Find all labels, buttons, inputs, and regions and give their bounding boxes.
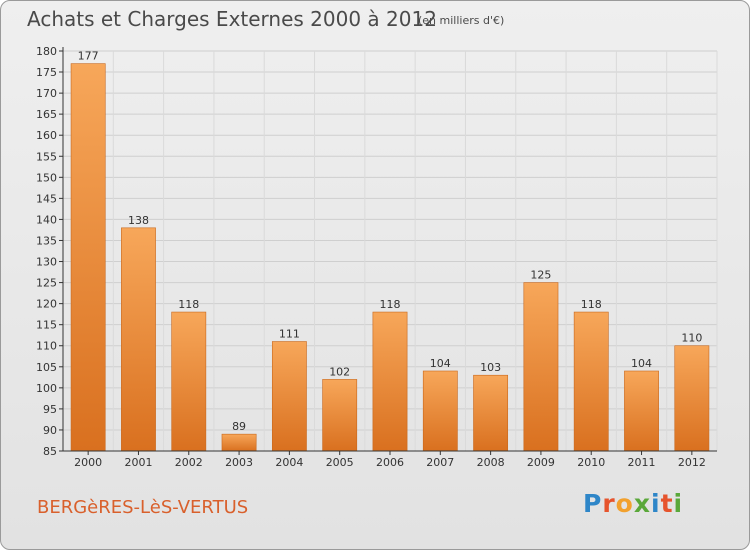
- bar: [674, 345, 710, 452]
- bar-value-label: 118: [380, 298, 401, 311]
- bar: [121, 227, 156, 452]
- x-tick-label: 2011: [628, 456, 656, 469]
- bar-value-label: 104: [631, 357, 652, 370]
- x-tick-label: 2007: [426, 456, 454, 469]
- bar-value-label: 102: [329, 365, 350, 378]
- bar: [221, 433, 257, 452]
- y-tick-label: 135: [36, 234, 57, 247]
- proxiti-logo: Proxiti: [583, 489, 683, 518]
- y-tick-label: 105: [36, 361, 57, 374]
- y-tick-label: 110: [36, 340, 57, 353]
- x-tick-label: 2003: [225, 456, 253, 469]
- x-tick-label: 2005: [326, 456, 354, 469]
- y-tick-label: 90: [43, 424, 57, 437]
- y-tick-label: 180: [36, 45, 57, 58]
- bars: 177 138 118 89 111 102 118 104 103 125 118 104 110: [70, 50, 710, 452]
- y-tick-label: 130: [36, 256, 57, 269]
- logo-letter: i: [651, 489, 661, 518]
- y-tick-label: 150: [36, 171, 57, 184]
- y-tick-label: 115: [36, 319, 57, 332]
- x-tick-label: 2010: [577, 456, 605, 469]
- y-tick-label: 100: [36, 382, 57, 395]
- bar: [271, 341, 307, 452]
- x-tick-label: 2008: [477, 456, 505, 469]
- x-tick-label: 2009: [527, 456, 555, 469]
- logo-letter: x: [633, 489, 651, 518]
- bar: [171, 311, 207, 452]
- bar: [573, 311, 609, 452]
- y-tick-label: 175: [36, 66, 57, 79]
- x-tick-label: 2000: [74, 456, 102, 469]
- bar-value-label: 125: [530, 269, 551, 282]
- y-tick-label: 145: [36, 192, 57, 205]
- commune-name: BERGèRES-LèS-VERTUS: [37, 497, 249, 518]
- y-tick-label: 125: [36, 277, 57, 290]
- bar-value-label: 177: [78, 50, 99, 63]
- x-tick-label: 2002: [175, 456, 203, 469]
- y-tick-label: 85: [43, 445, 57, 458]
- bar: [322, 379, 358, 452]
- bar: [372, 311, 408, 452]
- x-tick-label: 2004: [275, 456, 303, 469]
- logo-letter: P: [583, 489, 603, 518]
- x-tick-label: 2001: [124, 456, 152, 469]
- logo-letter: t: [660, 489, 674, 518]
- logo-letter: r: [602, 489, 616, 518]
- y-tick-label: 170: [36, 87, 57, 100]
- x-tick-label: 2012: [678, 456, 706, 469]
- bar-value-label: 111: [279, 328, 300, 341]
- bar-value-label: 138: [128, 214, 149, 227]
- y-tick-label: 140: [36, 213, 57, 226]
- y-tick-label: 95: [43, 403, 57, 416]
- x-tick-label: 2006: [376, 456, 404, 469]
- chart-title: Achats et Charges Externes 2000 à 2012: [27, 7, 437, 31]
- bar-value-label: 118: [581, 298, 602, 311]
- bar: [523, 282, 559, 452]
- bar-value-label: 110: [681, 332, 702, 345]
- bar-value-label: 118: [178, 298, 199, 311]
- logo-letter: i: [673, 489, 684, 518]
- axes: 85 90 95 100 105 110 115 120 125 130 135 140 145 150 1…: [36, 45, 717, 469]
- bar-value-label: 89: [232, 420, 246, 433]
- bar: [624, 370, 659, 452]
- bar: [422, 370, 458, 452]
- bar-value-label: 104: [430, 357, 451, 370]
- y-tick-label: 155: [36, 150, 57, 163]
- bar: [70, 63, 106, 452]
- logo-letter: o: [615, 489, 634, 518]
- bar: [473, 374, 509, 452]
- bar-value-label: 103: [480, 361, 501, 374]
- y-tick-label: 165: [36, 108, 57, 121]
- y-tick-label: 160: [36, 129, 57, 142]
- y-tick-label: 120: [36, 298, 57, 311]
- chart-unit: (en milliers d'€): [418, 14, 505, 27]
